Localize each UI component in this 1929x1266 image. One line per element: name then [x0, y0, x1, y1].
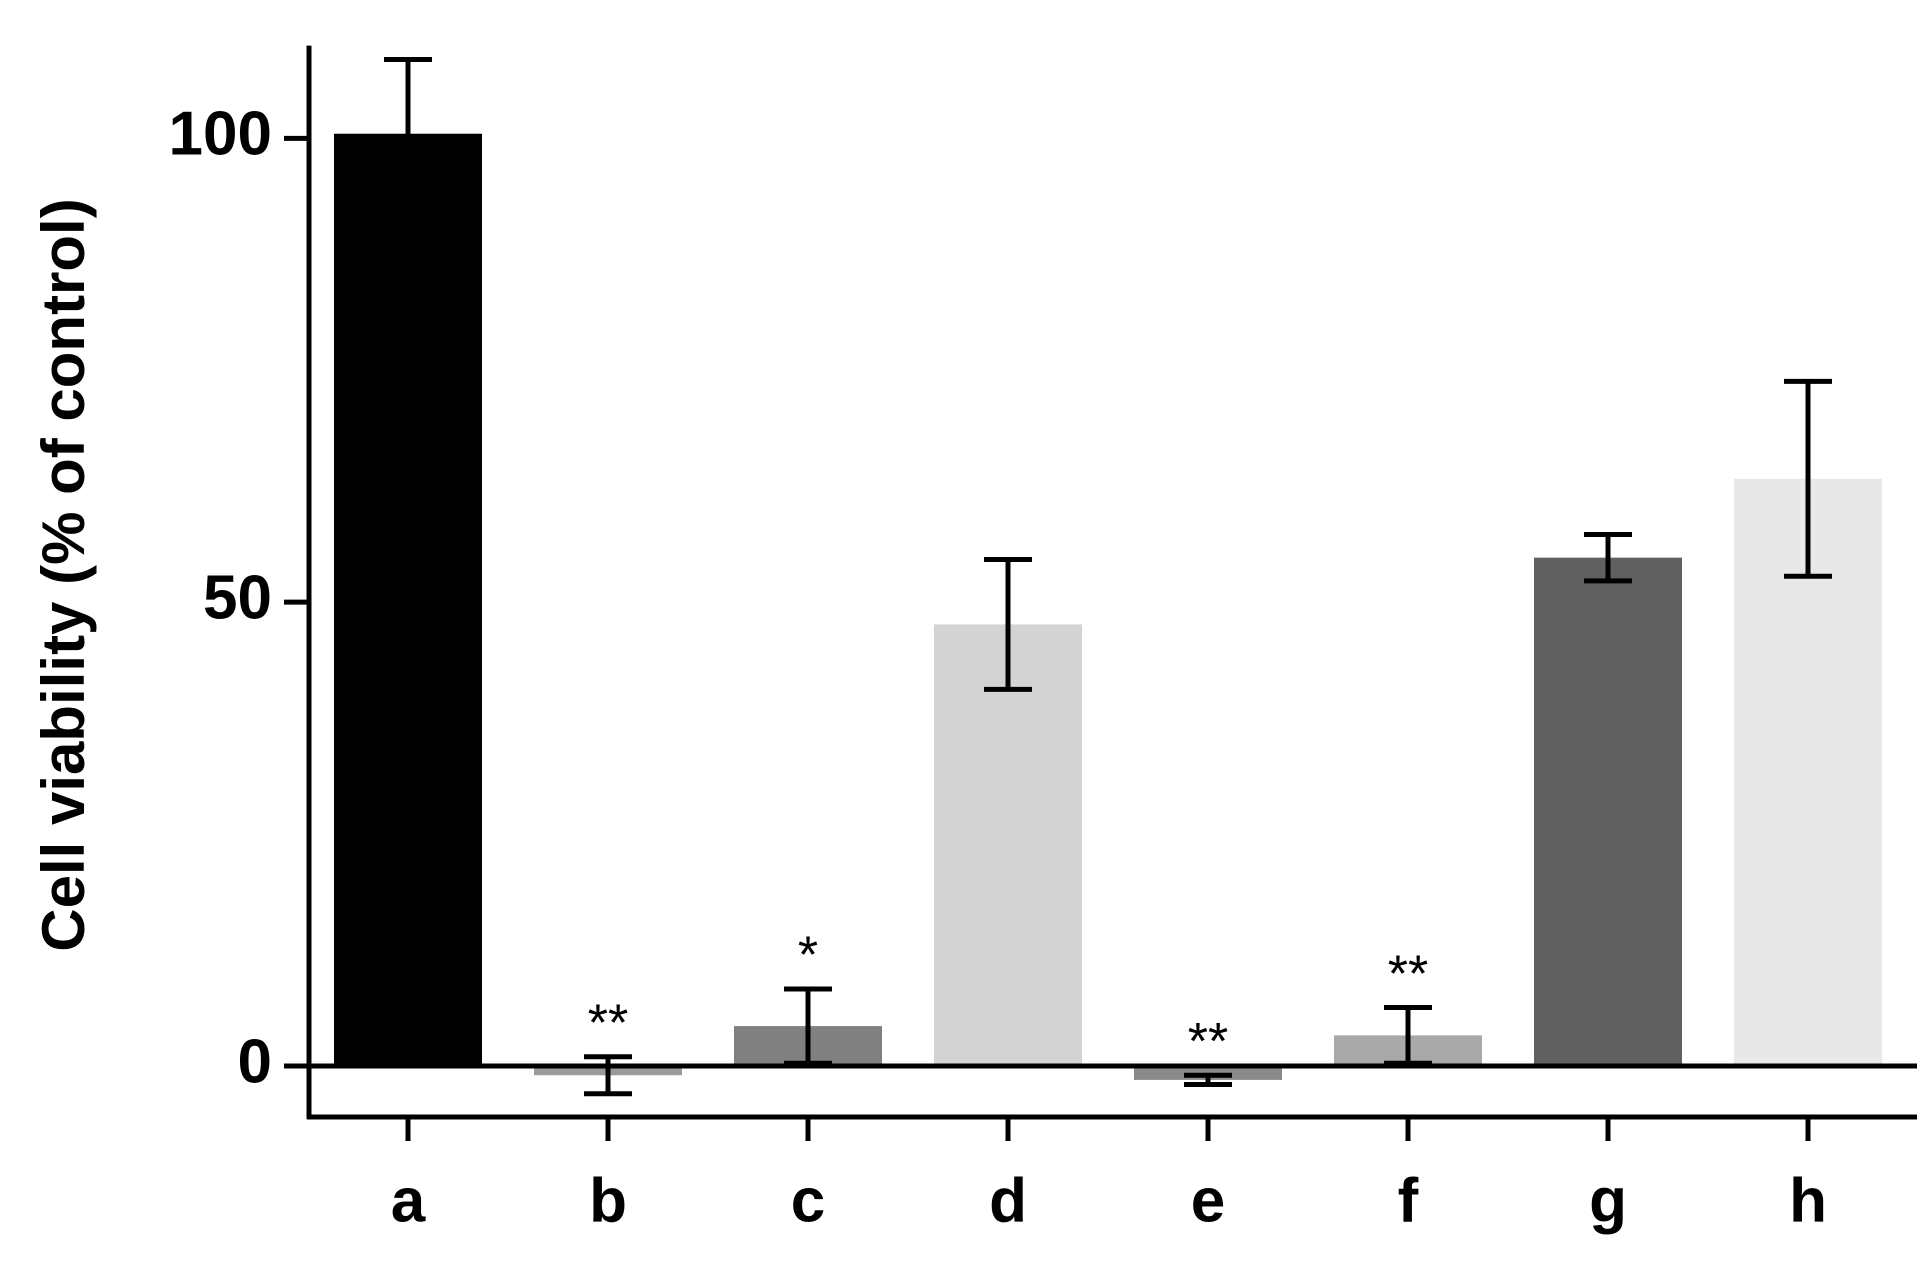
x-tick-label: h [1789, 1166, 1827, 1235]
x-tick-label: d [989, 1166, 1027, 1235]
x-tick-label: a [391, 1166, 426, 1235]
bar [334, 133, 482, 1066]
error-bar [784, 986, 832, 1066]
y-axis-label: Cell viability (% of control) [30, 198, 97, 951]
x-tick-label: b [589, 1166, 627, 1235]
x-tick-label: g [1589, 1166, 1627, 1235]
significance-label: ** [1388, 945, 1428, 1003]
error-bar [1584, 531, 1632, 584]
bar [934, 624, 1082, 1066]
error-bar [1784, 378, 1832, 579]
error-bar [384, 57, 432, 211]
significance-label: ** [588, 994, 628, 1052]
x-tick-label: e [1191, 1166, 1225, 1235]
y-tick-label: 0 [238, 1027, 272, 1096]
x-tick-label: f [1398, 1166, 1419, 1235]
x-tick-label: c [791, 1166, 825, 1235]
error-bar [584, 1054, 632, 1097]
significance-label: * [798, 927, 818, 985]
bar [1534, 557, 1682, 1066]
error-bar [1184, 1072, 1232, 1088]
significance-label: ** [1188, 1013, 1228, 1071]
error-bar [984, 557, 1032, 692]
y-tick-label: 50 [203, 564, 272, 633]
y-tick-label: 100 [169, 100, 272, 169]
error-bar [1384, 1005, 1432, 1066]
